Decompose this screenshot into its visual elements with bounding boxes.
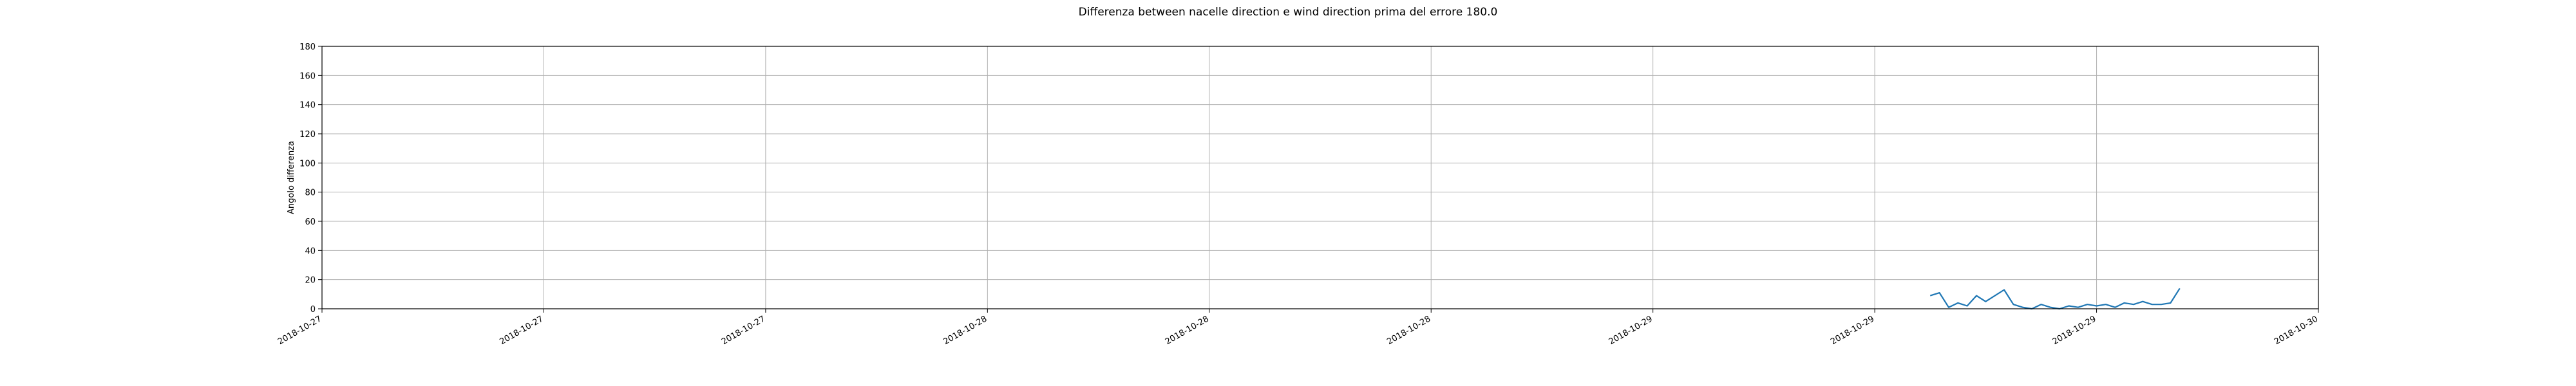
y-tick-label: 80 bbox=[305, 188, 316, 198]
x-axis: 2018-10-27 2018-10-27 2018-10-27 2018-10-28… bbox=[276, 309, 2320, 347]
series-line bbox=[1929, 288, 2181, 310]
y-axis: 0 20 40 60 80 100 120 140 160 180 bbox=[299, 42, 322, 315]
y-tick-label: 0 bbox=[310, 305, 316, 315]
y-axis-label: Angolo differenza bbox=[287, 141, 296, 214]
x-tick-label: 2018-10-28 bbox=[1164, 314, 1211, 347]
x-tick-label: 2018-10-27 bbox=[720, 314, 767, 347]
x-tick-label: 2018-10-27 bbox=[498, 314, 545, 347]
y-tick-label: 40 bbox=[305, 246, 316, 256]
x-tick-label: 2018-10-30 bbox=[2273, 314, 2320, 347]
x-tick-label: 2018-10-27 bbox=[276, 314, 323, 347]
x-tick-label: 2018-10-28 bbox=[942, 314, 989, 347]
chart-title: Differenza between nacelle direction e w… bbox=[1079, 6, 1498, 19]
series-group bbox=[1929, 288, 2181, 310]
y-tick-label: 60 bbox=[305, 217, 316, 227]
x-tick-label: 2018-10-28 bbox=[1385, 314, 1432, 347]
y-tick-label: 20 bbox=[305, 276, 316, 286]
plot-frame bbox=[321, 46, 2319, 309]
x-tick-label: 2018-10-29 bbox=[2051, 314, 2098, 347]
x-tick-label: 2018-10-29 bbox=[1829, 314, 1876, 347]
y-tick-label: 140 bbox=[299, 101, 316, 111]
y-tick-label: 120 bbox=[299, 130, 316, 140]
y-tick-label: 160 bbox=[299, 71, 316, 81]
y-tick-label: 100 bbox=[299, 159, 316, 169]
grid bbox=[321, 46, 2319, 309]
y-tick-label: 180 bbox=[299, 42, 316, 52]
x-tick-label: 2018-10-29 bbox=[1607, 314, 1654, 347]
